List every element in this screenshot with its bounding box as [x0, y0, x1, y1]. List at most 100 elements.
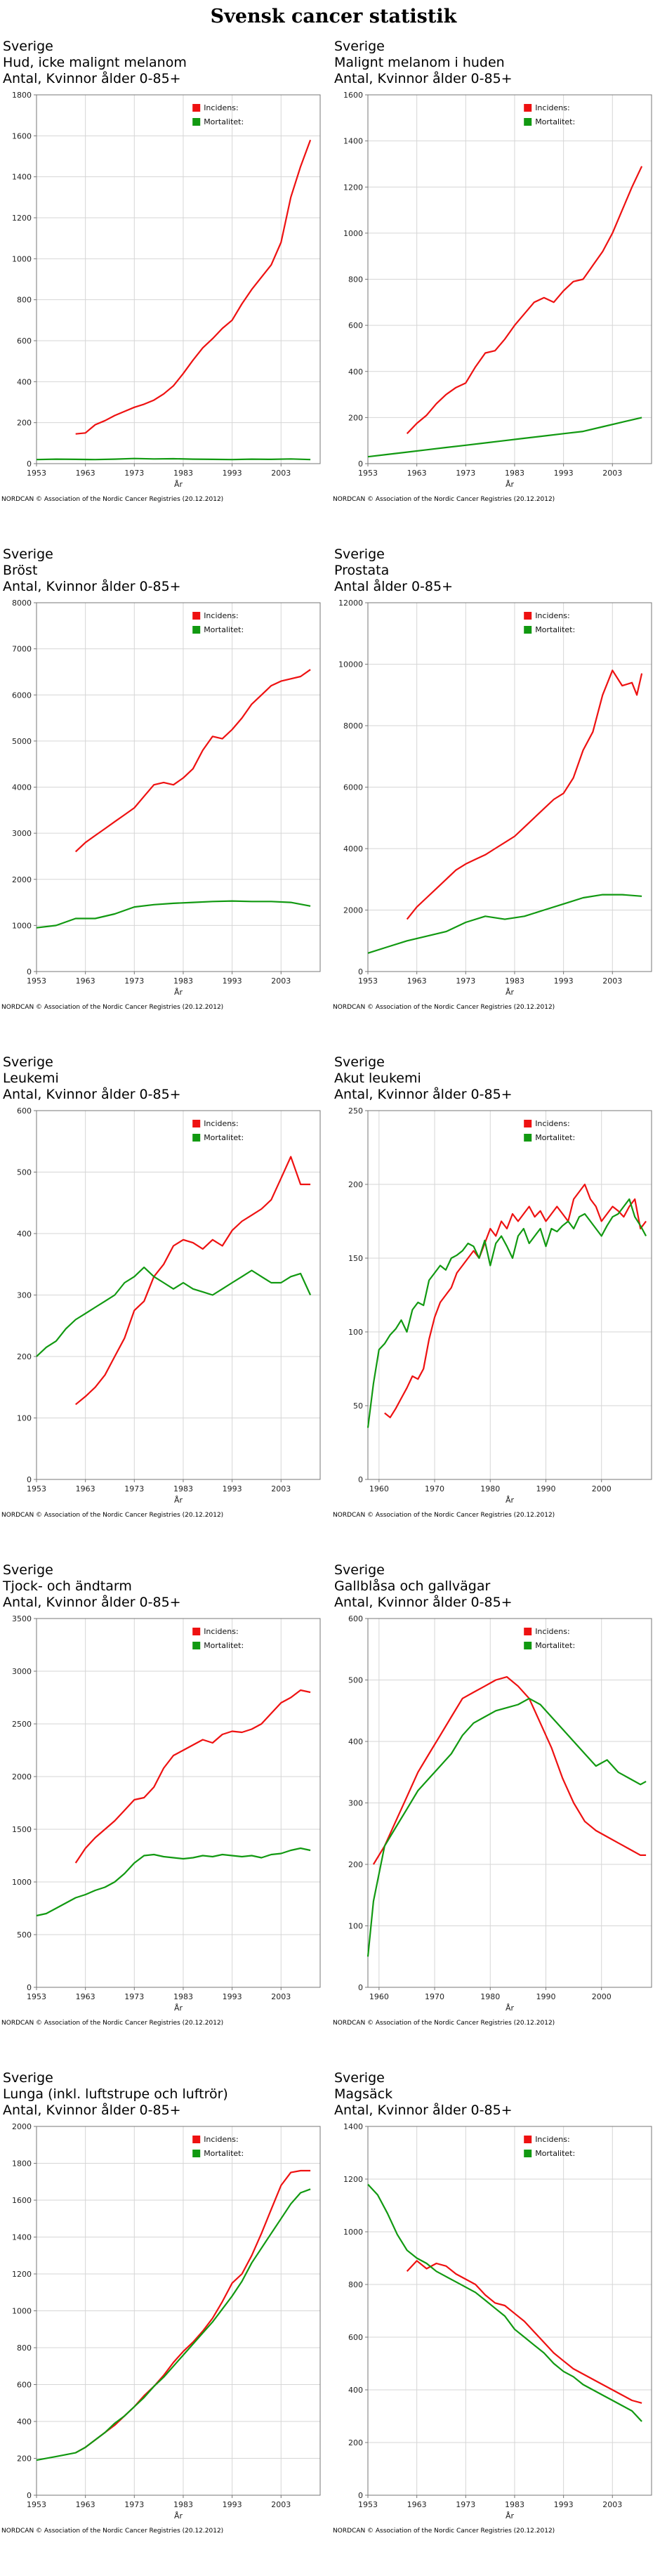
incidence-series-line [372, 1675, 647, 1865]
y-tick-label: 0 [358, 1983, 363, 1992]
legend-label-incidence: Incidens: [535, 1627, 569, 1636]
x-tick-label: 1973 [456, 2500, 475, 2509]
x-tick-label: 2003 [271, 2500, 291, 2509]
y-tick-label: 400 [348, 1737, 363, 1746]
x-tick-label: 1973 [124, 2500, 144, 2509]
x-tick-label: 1993 [554, 2500, 574, 2509]
legend-label-incidence: Incidens: [204, 1119, 238, 1128]
source-credit: NORDCAN © Association of the Nordic Canc… [1, 496, 224, 503]
incidence-series-line [406, 2260, 642, 2404]
mortality-series-line [367, 894, 642, 954]
source-credit: NORDCAN © Association of the Nordic Canc… [333, 496, 555, 503]
chart-panel-7: Sverige Tjock- och ändtarm Antal, Kvinnor … [0, 1562, 330, 2068]
x-tick-label: 1973 [124, 976, 144, 986]
y-tick-label: 0 [27, 967, 32, 976]
x-tick-label: 1973 [124, 1484, 144, 1493]
chart-heading-line: Sverige [3, 2070, 53, 2086]
chart-heading-line: Antal, Kvinnor ålder 0-85+ [334, 2103, 513, 2118]
x-tick-label: 2003 [271, 976, 291, 986]
chart-heading-line: Sverige [334, 1054, 385, 1070]
plot-area [367, 2126, 652, 2496]
incidence-series-line [75, 139, 312, 435]
legend-swatch-mortality [192, 1642, 201, 1649]
legend-label-mortality: Mortalitet: [535, 2149, 575, 2158]
chart-panel-3: Sverige Bröst Antal, Kvinnor ålder 0-85+ 0 1… [0, 547, 330, 1052]
chart-heading: Sverige Magsäck Antal, Kvinnor ålder 0-85+ [334, 2070, 513, 2119]
y-tick-label: 200 [348, 1860, 363, 1869]
legend-swatch-incidence [192, 2136, 201, 2143]
x-tick-label: 1970 [425, 1484, 444, 1493]
chart-heading-line: Malignt melanom i huden [334, 55, 505, 70]
incidence-series-line [74, 1689, 311, 1864]
x-tick-label: 1983 [505, 469, 524, 478]
chart-heading: Sverige Prostata Antal ålder 0-85+ [334, 547, 453, 595]
chart-heading-line: Antal, Kvinnor ålder 0-85+ [334, 1595, 513, 1610]
y-tick-label: 0 [27, 459, 32, 469]
chart-heading: Sverige Akut leukemi Antal, Kvinnor ålder … [334, 1054, 513, 1103]
x-tick-label: 1960 [369, 1484, 389, 1493]
chart-heading: Sverige Tjock- och ändtarm Antal, Kvinnor … [3, 1562, 181, 1611]
legend-label-incidence: Incidens: [204, 2135, 238, 2144]
chart-panel-4: Sverige Prostata Antal ålder 0-85+ 0 2000 400… [331, 547, 661, 1052]
y-tick-label: 3000 [12, 829, 32, 838]
x-tick-label: 1963 [76, 976, 95, 986]
x-tick-label: 1973 [124, 469, 144, 478]
y-tick-label: 300 [17, 1291, 32, 1300]
y-tick-label: 10000 [338, 660, 363, 669]
x-tick-label: 1953 [27, 976, 46, 986]
line-chart: 0 200 400 600 800 1000 1200 1400 1600 1953 1963 197… [343, 91, 652, 489]
legend-swatch-mortality [524, 1642, 532, 1649]
x-tick-label: 1960 [369, 1992, 389, 2001]
y-tick-label: 400 [348, 2386, 363, 2395]
chart-heading: Sverige Gallblåsa och gallvägar Antal, Kvi… [334, 1562, 513, 1611]
y-tick-label: 100 [348, 1328, 363, 1337]
legend-label-incidence: Incidens: [204, 103, 238, 112]
y-tick-label: 1000 [12, 2307, 32, 2316]
x-tick-label: 1983 [505, 2500, 524, 2509]
x-tick-label: 2003 [271, 469, 291, 478]
x-tick-label: 1973 [124, 1992, 144, 2001]
plot-frame [367, 94, 652, 464]
x-axis-label: År [506, 988, 515, 997]
chart-heading-line: Sverige [334, 1562, 385, 1578]
x-tick-label: 1983 [173, 1484, 193, 1493]
incidence-series-line [406, 669, 643, 920]
x-tick-label: 1953 [27, 2500, 46, 2509]
chart-heading: Sverige Bröst Antal, Kvinnor ålder 0-85+ [3, 547, 181, 595]
legend-swatch-incidence [524, 1120, 532, 1127]
y-tick-label: 150 [348, 1254, 363, 1263]
mortality-series-line [36, 2188, 311, 2461]
legend-swatch-mortality [524, 118, 532, 126]
line-chart: 0 200 400 600 800 1000 1200 1400 1600 1800 2000 195… [12, 2122, 321, 2521]
legend-label-mortality: Mortalitet: [535, 1641, 575, 1650]
plot-area [36, 94, 321, 464]
y-tick-label: 1600 [12, 131, 32, 140]
source-credit: NORDCAN © Association of the Nordic Canc… [1, 1512, 224, 1519]
y-tick-label: 600 [348, 2333, 363, 2342]
x-axis-label: År [506, 2511, 515, 2521]
chart-heading-line: Antal, Kvinnor ålder 0-85+ [3, 71, 181, 86]
y-tick-label: 100 [348, 1922, 363, 1931]
y-tick-label: 1200 [343, 2175, 363, 2184]
plot-frame [367, 602, 652, 972]
chart-panel-8: Sverige Gallblåsa och gallvägar Antal, Kvi… [331, 1562, 661, 2068]
x-tick-label: 1980 [480, 1484, 500, 1493]
chart-heading-line: Sverige [3, 1054, 53, 1070]
line-chart: 0 100 200 300 400 500 600 1953 1963 1973 1983 1993 2… [17, 1106, 321, 1505]
y-tick-label: 200 [348, 413, 363, 422]
x-tick-label: 1963 [76, 469, 95, 478]
y-tick-label: 12000 [338, 599, 363, 608]
x-axis-label: År [174, 988, 183, 997]
legend-label-mortality: Mortalitet: [204, 625, 244, 634]
chart-heading-line: Sverige [3, 39, 53, 54]
chart-heading-line: Akut leukemi [334, 1071, 421, 1086]
x-tick-label: 1963 [76, 1992, 95, 2001]
y-tick-label: 400 [17, 2417, 32, 2426]
legend-swatch-mortality [192, 1134, 201, 1142]
x-tick-label: 1963 [76, 2500, 95, 2509]
incidence-series-line [75, 1156, 311, 1406]
x-tick-label: 2003 [602, 469, 622, 478]
chart-heading-line: Antal ålder 0-85+ [334, 579, 454, 594]
x-tick-label: 1990 [536, 1992, 555, 2001]
y-tick-label: 0 [27, 2491, 32, 2500]
